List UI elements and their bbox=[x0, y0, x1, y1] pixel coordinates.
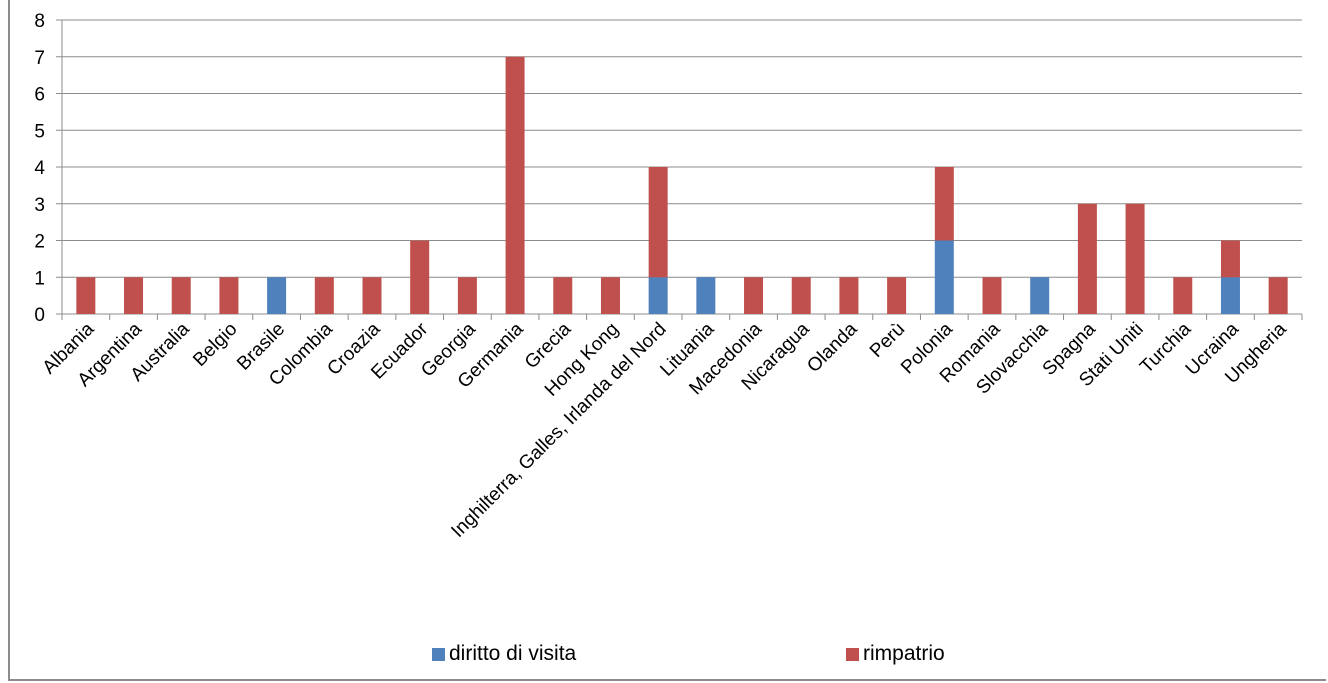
bar-repatriation bbox=[839, 277, 859, 314]
chart-frame bbox=[8, 0, 1326, 681]
bar-repatriation bbox=[791, 277, 811, 314]
bar-visit bbox=[1030, 277, 1050, 314]
bar-repatriation bbox=[1173, 277, 1193, 314]
y-tick-label: 7 bbox=[34, 48, 45, 69]
bar-repatriation bbox=[887, 277, 907, 314]
y-tick-label: 1 bbox=[34, 268, 45, 289]
bar-repatriation bbox=[553, 277, 573, 314]
bar-repatriation bbox=[744, 277, 764, 314]
bar-repatriation bbox=[1220, 240, 1240, 278]
bar-repatriation bbox=[505, 56, 525, 314]
bar-visit bbox=[648, 277, 668, 314]
y-tick-label: 5 bbox=[34, 121, 45, 142]
legend-item-repatriation: rimpatrio bbox=[846, 642, 945, 666]
x-tick-label: Belgio bbox=[189, 319, 241, 371]
bar-repatriation bbox=[124, 277, 144, 314]
bar-visit bbox=[1220, 277, 1240, 314]
legend-swatch-repatriation bbox=[846, 647, 859, 661]
legend-item-visit: diritto di visita bbox=[432, 642, 576, 666]
y-tick-label: 3 bbox=[34, 195, 45, 216]
legend-label-visit: diritto di visita bbox=[449, 642, 577, 665]
y-tick-label: 0 bbox=[34, 305, 45, 326]
bar-repatriation bbox=[362, 277, 382, 314]
legend-swatch-visit bbox=[432, 647, 445, 661]
bar-repatriation bbox=[934, 167, 954, 241]
bar-visit bbox=[696, 277, 716, 314]
y-tick-label: 4 bbox=[34, 158, 45, 179]
x-tick-label: Olanda bbox=[803, 318, 861, 376]
x-tick-label: Perù bbox=[866, 319, 909, 362]
bar-visit bbox=[934, 240, 954, 314]
bar-repatriation bbox=[982, 277, 1002, 314]
legend-label-repatriation: rimpatrio bbox=[863, 642, 945, 665]
bar-repatriation bbox=[1125, 203, 1145, 314]
bar-repatriation bbox=[219, 277, 239, 314]
bar-repatriation bbox=[457, 277, 477, 314]
bar-repatriation bbox=[314, 277, 334, 314]
bar-repatriation bbox=[1077, 203, 1097, 314]
bar-repatriation bbox=[171, 277, 191, 314]
bar-repatriation bbox=[1268, 277, 1288, 314]
bar-repatriation bbox=[600, 277, 620, 314]
bar-repatriation bbox=[410, 240, 430, 314]
y-tick-label: 6 bbox=[34, 85, 45, 106]
y-tick-label: 8 bbox=[34, 11, 45, 32]
bar-repatriation bbox=[76, 277, 96, 314]
bar-repatriation bbox=[648, 167, 668, 278]
y-tick-label: 2 bbox=[34, 232, 45, 253]
bar-visit bbox=[267, 277, 287, 314]
